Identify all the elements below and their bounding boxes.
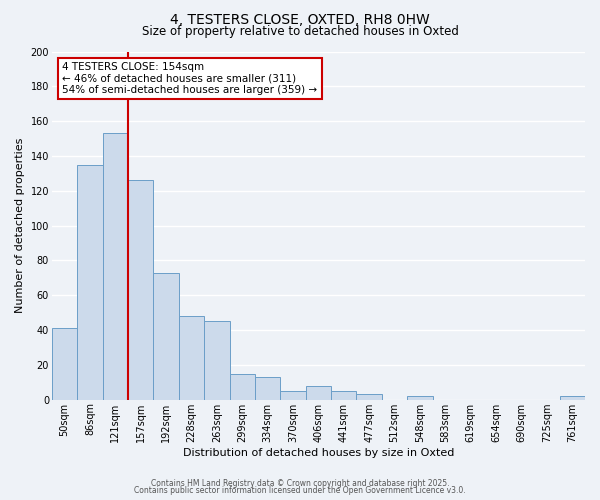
Bar [230, 374, 255, 400]
Bar [128, 180, 154, 400]
Bar [255, 377, 280, 400]
Y-axis label: Number of detached properties: Number of detached properties [15, 138, 25, 314]
Text: 4 TESTERS CLOSE: 154sqm
← 46% of detached houses are smaller (311)
54% of semi-d: 4 TESTERS CLOSE: 154sqm ← 46% of detache… [62, 62, 317, 95]
Text: 4, TESTERS CLOSE, OXTED, RH8 0HW: 4, TESTERS CLOSE, OXTED, RH8 0HW [170, 12, 430, 26]
Bar [77, 164, 103, 400]
Bar [280, 391, 306, 400]
Text: Contains HM Land Registry data © Crown copyright and database right 2025.: Contains HM Land Registry data © Crown c… [151, 478, 449, 488]
Text: Contains public sector information licensed under the Open Government Licence v3: Contains public sector information licen… [134, 486, 466, 495]
Bar [52, 328, 77, 400]
Bar [356, 394, 382, 400]
Text: Size of property relative to detached houses in Oxted: Size of property relative to detached ho… [142, 25, 458, 38]
Bar [103, 134, 128, 400]
Bar [154, 272, 179, 400]
Bar [306, 386, 331, 400]
Bar [179, 316, 204, 400]
Bar [560, 396, 585, 400]
Bar [407, 396, 433, 400]
X-axis label: Distribution of detached houses by size in Oxted: Distribution of detached houses by size … [183, 448, 454, 458]
Bar [204, 322, 230, 400]
Bar [331, 391, 356, 400]
